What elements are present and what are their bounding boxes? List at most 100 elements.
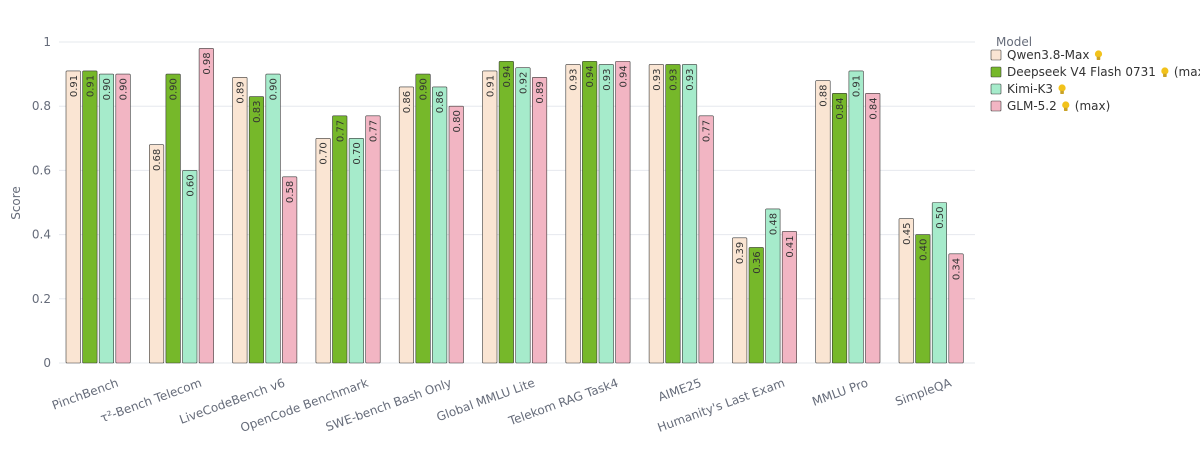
legend-item[interactable]: Deepseek V4 Flash 0731 (max) [990,65,1200,79]
bar[interactable] [865,93,881,364]
bar[interactable] [898,218,914,364]
bar-value-label: 0.89 [235,81,246,103]
legend-item[interactable]: Kimi-K3 [990,82,1066,96]
bar-value-label: 0.83 [252,101,263,123]
bar-value-label: 0.58 [285,181,296,203]
legend-swatch [990,83,1002,95]
bar[interactable] [98,73,114,364]
bar-value-label: 0.94 [502,65,513,87]
legend-suffix: (max) [1075,99,1111,113]
y-tick-label: 1 [43,35,51,49]
bar-value-label: 0.93 [569,68,580,90]
bar[interactable] [415,73,431,364]
legend-label: Qwen3.8-Max [1007,48,1089,62]
bar[interactable] [915,234,931,364]
y-tick-label: 0.4 [32,228,51,242]
bar-value-label: 0.39 [735,242,746,264]
bar[interactable] [332,115,348,364]
bar-value-label: 0.80 [452,110,463,132]
bar[interactable] [698,115,714,364]
bar-value-label: 0.90 [269,78,280,100]
bar[interactable] [598,64,614,364]
bar-value-label: 0.84 [835,97,846,119]
bar-value-label: 0.70 [319,142,330,164]
bar[interactable] [615,60,631,364]
bar-value-label: 0.77 [335,120,346,142]
bar[interactable] [565,64,581,364]
y-axis-title: Score [9,186,23,220]
y-tick-label: 0.8 [32,99,51,113]
bar[interactable] [232,77,248,364]
bar[interactable] [182,170,198,364]
bar-value-label: 0.88 [818,85,829,107]
bar[interactable] [265,73,281,364]
legend-item[interactable]: GLM-5.2 (max) [990,99,1111,113]
bar-value-label: 0.91 [852,75,863,97]
bar-value-label: 0.90 [119,78,130,100]
bar[interactable] [348,138,364,364]
bar-value-label: 0.86 [435,91,446,113]
legend-label: GLM-5.2 [1007,99,1057,113]
legend-suffix: (max) [1174,65,1200,79]
bar-value-label: 0.34 [952,258,963,280]
bar-value-label: 0.93 [602,68,613,90]
bars: 0.91 0.91 0.90 0.90 0.68 0.90 0.60 0.98 0.89 0.83… [65,48,964,364]
bar[interactable] [448,105,464,364]
bar[interactable] [498,60,514,364]
bar[interactable] [948,253,964,364]
bar[interactable] [931,202,948,364]
bar[interactable] [482,70,498,364]
bar[interactable] [248,96,264,364]
bar-value-label: 0.48 [768,213,779,235]
bar[interactable] [665,64,681,364]
bar-value-label: 0.86 [402,91,413,113]
legend-label: Kimi-K3 [1007,82,1053,96]
bar-value-label: 0.90 [169,78,180,100]
bar[interactable] [582,60,598,364]
bar-value-label: 0.89 [535,81,546,103]
bar[interactable] [149,144,165,364]
y-tick-label: 0.6 [32,163,51,177]
x-category-label: SimpleQA [893,375,954,408]
bar-value-label: 0.77 [368,120,379,142]
bar-value-label: 0.50 [935,207,946,229]
bar-value-label: 0.90 [419,78,430,100]
bar[interactable] [115,73,131,364]
bar[interactable] [765,208,781,364]
bar[interactable] [65,70,81,364]
bar[interactable] [398,86,415,364]
bar-value-label: 0.60 [185,174,196,196]
bar[interactable] [282,176,298,364]
bar[interactable] [315,138,331,364]
legend-swatch [990,66,1002,78]
legend-title: Model [996,35,1032,49]
legend-item[interactable]: Qwen3.8-Max [990,48,1103,62]
bar[interactable] [681,64,698,364]
bar[interactable] [432,86,448,364]
bar-value-label: 0.90 [102,78,113,100]
bar[interactable] [831,93,848,364]
bar-value-label: 0.93 [652,68,663,90]
bar-value-label: 0.70 [352,142,363,164]
bar[interactable] [748,247,764,364]
bar[interactable] [531,77,548,364]
bar[interactable] [165,73,181,364]
legend-items[interactable]: Qwen3.8-Max Deepseek V4 Flash 0731 (max) Ki… [990,48,1200,113]
bar[interactable] [82,70,98,364]
bar-value-label: 0.94 [618,65,629,87]
bar[interactable] [198,48,214,364]
bar[interactable] [781,231,798,364]
legend[interactable]: Model Qwen3.8-Max Deepseek V4 Flash 0731 (… [990,35,1200,113]
y-axis-ticks: 0 0.2 0.4 0.6 0.8 1 [32,35,51,370]
bar[interactable] [848,70,864,364]
bar-value-label: 0.91 [69,75,80,97]
bar[interactable] [515,67,531,364]
bar[interactable] [815,80,831,364]
bar[interactable] [365,115,381,364]
bar-value-label: 0.94 [585,65,596,87]
bar-value-label: 0.92 [518,72,529,94]
legend-swatch [990,100,1002,112]
bar[interactable] [648,64,664,364]
bar[interactable] [732,237,748,364]
